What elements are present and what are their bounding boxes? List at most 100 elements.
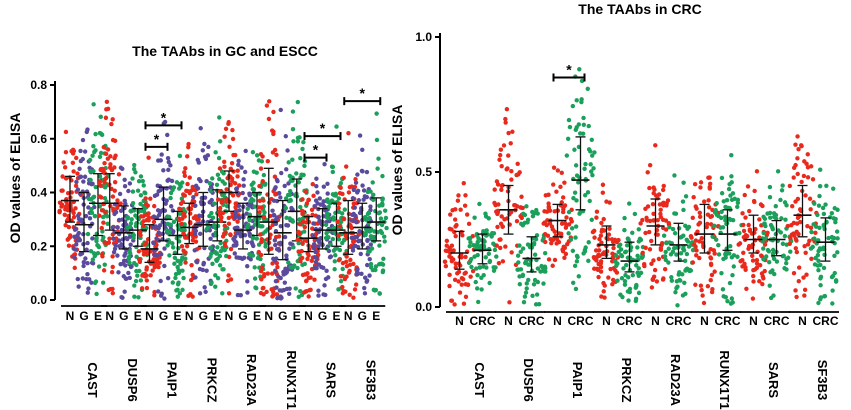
data-point <box>190 294 195 299</box>
data-point <box>166 167 171 173</box>
data-point <box>340 260 346 266</box>
data-point <box>355 267 360 272</box>
data-point <box>600 182 606 187</box>
data-point <box>509 177 514 182</box>
data-point <box>171 219 177 224</box>
data-point <box>592 256 597 261</box>
data-point <box>115 225 120 230</box>
data-point <box>338 274 344 279</box>
data-point <box>373 264 379 269</box>
data-point <box>622 279 628 284</box>
data-point <box>75 187 81 192</box>
data-point <box>542 220 547 225</box>
data-point <box>306 197 311 203</box>
data-point <box>298 156 303 161</box>
data-point <box>100 280 106 285</box>
data-point <box>472 215 477 220</box>
data-point <box>165 275 171 281</box>
data-point <box>706 198 711 203</box>
data-point <box>627 286 633 292</box>
data-point <box>477 201 482 207</box>
data-point <box>799 143 804 149</box>
data-point <box>203 289 208 295</box>
data-point <box>767 283 772 288</box>
data-point <box>779 216 784 221</box>
chart1-y-axis-label: OD values of ELISA <box>7 113 23 244</box>
data-point <box>275 295 280 301</box>
data-point <box>805 175 811 180</box>
data-point <box>66 224 72 230</box>
data-point <box>380 269 385 275</box>
data-point <box>141 183 146 188</box>
data-point <box>236 158 241 164</box>
subgroup-tick-label: N <box>798 314 807 328</box>
data-point <box>265 158 270 164</box>
data-point <box>376 211 382 216</box>
data-point <box>767 259 772 265</box>
data-point <box>678 235 683 240</box>
data-point <box>671 245 677 251</box>
data-point <box>821 265 827 271</box>
data-point <box>127 234 133 239</box>
data-point <box>650 201 656 207</box>
data-point <box>727 181 732 187</box>
data-point <box>358 251 363 257</box>
data-point <box>282 183 287 189</box>
data-point <box>298 204 303 210</box>
data-point <box>254 153 260 158</box>
data-point <box>830 301 835 306</box>
data-point <box>761 257 766 262</box>
data-point <box>108 162 113 167</box>
data-point <box>619 276 625 281</box>
data-point <box>538 269 543 274</box>
data-point <box>183 260 188 265</box>
data-point <box>737 241 743 246</box>
data-point <box>602 283 607 288</box>
data-point <box>742 192 747 198</box>
data-point <box>222 164 227 169</box>
data-point <box>298 258 303 264</box>
data-point <box>209 188 214 193</box>
data-point <box>447 272 452 278</box>
data-point <box>294 171 299 176</box>
data-point <box>98 114 103 120</box>
data-point <box>659 242 664 248</box>
data-point <box>226 221 232 226</box>
data-point <box>794 221 800 226</box>
data-point <box>371 192 376 198</box>
data-point <box>661 276 666 281</box>
data-point <box>305 256 310 262</box>
data-point <box>599 240 604 245</box>
data-point <box>724 198 730 203</box>
subgroup-tick-label: CRC <box>519 314 545 328</box>
data-point <box>461 301 467 306</box>
data-point <box>780 241 786 246</box>
data-point <box>264 103 270 108</box>
data-point <box>379 222 385 228</box>
data-point <box>126 188 131 194</box>
data-point <box>636 266 641 271</box>
data-point <box>235 168 240 173</box>
data-point <box>330 169 336 175</box>
data-point <box>752 188 757 194</box>
data-point <box>698 180 704 185</box>
data-point <box>208 254 213 259</box>
data-point <box>321 199 326 204</box>
data-point <box>243 148 248 154</box>
data-point <box>97 154 103 159</box>
data-point <box>564 153 570 158</box>
data-point <box>515 161 520 167</box>
data-point <box>152 193 158 199</box>
subgroup-tick-label: CRC <box>617 314 643 328</box>
data-point <box>495 182 501 187</box>
data-point <box>316 288 321 293</box>
data-point <box>267 99 272 104</box>
data-point <box>142 242 147 247</box>
subgroup-tick-label: N <box>553 314 562 328</box>
data-point <box>336 257 342 263</box>
data-point <box>181 275 186 281</box>
data-point <box>459 275 465 281</box>
data-point <box>89 280 94 285</box>
data-point <box>790 204 795 209</box>
data-point <box>177 211 182 216</box>
